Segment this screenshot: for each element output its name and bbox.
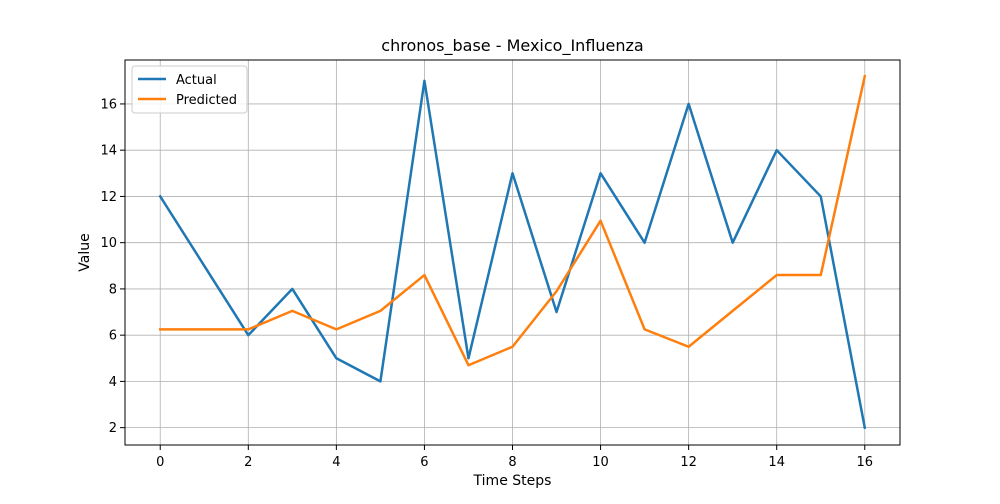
y-tick-label: 14 — [100, 144, 117, 159]
x-tick-label: 8 — [508, 455, 516, 470]
x-tick-label: 2 — [244, 455, 252, 470]
gridlines — [125, 60, 900, 445]
x-axis-label: Time Steps — [473, 473, 552, 489]
x-tick-label: 10 — [592, 455, 609, 470]
y-tick-label: 8 — [109, 282, 117, 297]
y-tick-label: 10 — [100, 236, 117, 251]
legend-label-predicted: Predicted — [176, 93, 237, 108]
y-tick-label: 2 — [109, 421, 117, 436]
chart-title: chronos_base - Mexico_Influenza — [381, 36, 643, 56]
y-axis-label: Value — [77, 233, 93, 271]
y-tick-label: 4 — [109, 375, 117, 390]
series-line-predicted — [158, 74, 867, 367]
x-tick-label: 6 — [420, 455, 428, 470]
x-axis-ticks: 0 2 4 6 8 10 12 14 16 — [156, 445, 873, 470]
y-tick-label: 12 — [100, 190, 117, 205]
legend-label-actual: Actual — [176, 73, 217, 88]
y-axis-ticks: 2 4 6 8 10 12 14 16 — [100, 97, 125, 436]
x-tick-label: 0 — [156, 455, 164, 470]
x-tick-label: 12 — [680, 455, 697, 470]
series-lines — [158, 74, 867, 430]
y-tick-label: 6 — [109, 329, 117, 344]
x-tick-label: 4 — [332, 455, 340, 470]
series-line-actual — [158, 79, 867, 430]
x-tick-label: 16 — [856, 455, 873, 470]
x-tick-label: 14 — [768, 455, 785, 470]
legend: Actual Predicted — [131, 65, 248, 114]
y-tick-label: 16 — [100, 97, 117, 112]
